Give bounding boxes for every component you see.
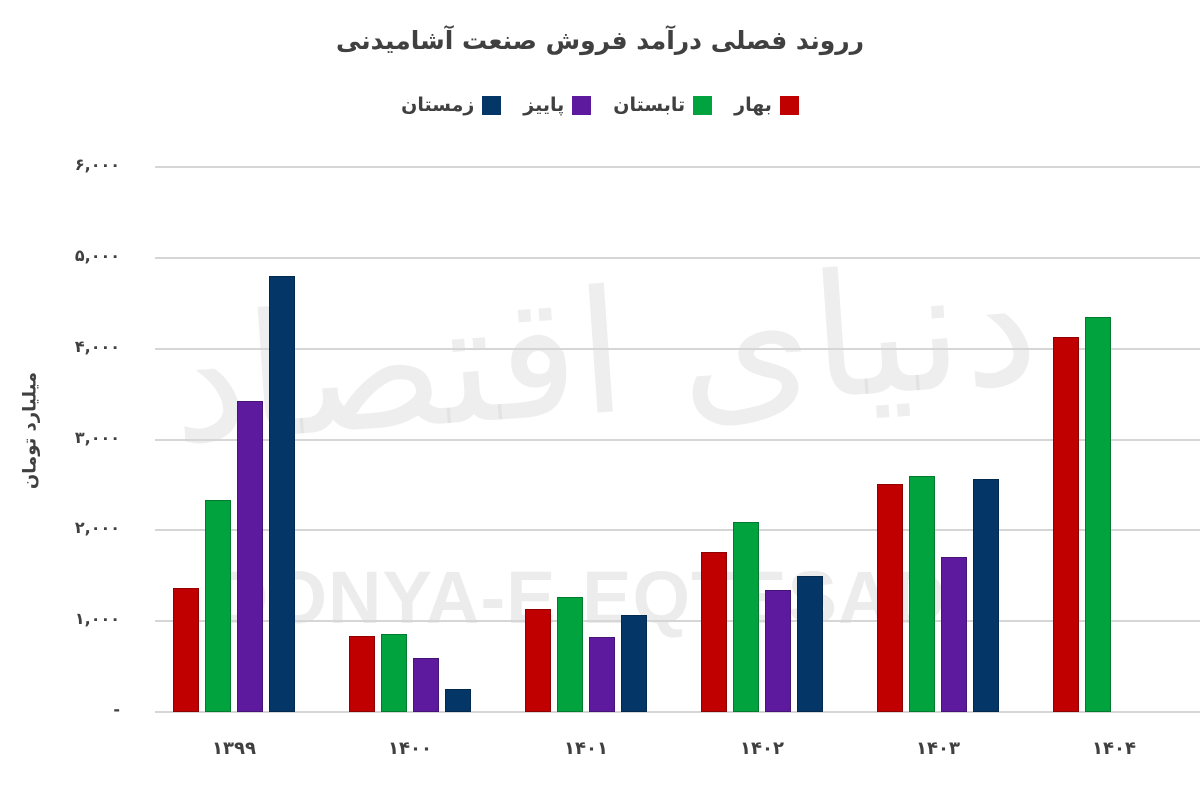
legend-swatch <box>779 95 799 115</box>
legend-item-spring: بهار <box>734 94 799 116</box>
watermark-persian: دنیای اقتصاد <box>164 224 1044 484</box>
legend-swatch <box>693 95 713 115</box>
y-tick-label: ۲,۰۰۰ <box>74 518 120 538</box>
legend-swatch <box>482 95 502 115</box>
legend-item-winter: زمستان <box>401 94 502 116</box>
y-tick-label: ۵,۰۰۰ <box>74 245 120 265</box>
x-tick-label: ۱۴۰۴ <box>1092 738 1136 759</box>
x-tick-label: ۱۴۰۳ <box>916 738 960 759</box>
gridline <box>155 711 1200 713</box>
bar <box>237 401 263 712</box>
legend-label: زمستان <box>401 94 475 116</box>
legend-swatch <box>572 95 592 115</box>
bar <box>733 522 759 712</box>
x-tick-label: ۱۴۰۱ <box>564 738 608 759</box>
x-tick-label: ۱۴۰۰ <box>388 738 432 759</box>
bar <box>621 615 647 712</box>
bar <box>973 479 999 712</box>
bar <box>701 552 727 712</box>
bar <box>877 484 903 712</box>
bar <box>1085 316 1111 712</box>
legend-item-summer: تابستان <box>613 94 713 116</box>
gridline <box>155 166 1200 168</box>
bar <box>557 597 583 712</box>
legend-label: پاییز <box>523 94 565 116</box>
gridline <box>155 438 1200 441</box>
bar <box>797 576 823 712</box>
legend: بهار تابستان پاییز زمستان <box>0 94 1200 116</box>
bar <box>173 588 199 712</box>
bar <box>765 590 791 712</box>
gridline <box>155 347 1200 350</box>
bar <box>413 657 439 712</box>
legend-label: بهار <box>734 94 772 116</box>
x-tick-label: ۱۳۹۹ <box>212 738 256 759</box>
chart-title: رروند فصلی درآمد فروش صنعت آشامیدنی <box>335 26 865 55</box>
y-tick-label: ۴,۰۰۰ <box>74 336 120 356</box>
bar <box>381 634 407 712</box>
bar <box>1053 336 1079 712</box>
y-tick-label: ۳,۰۰۰ <box>74 427 120 447</box>
y-axis-label: میلیارد تومان <box>19 371 41 490</box>
legend-label: تابستان <box>613 94 686 116</box>
bar <box>269 276 295 712</box>
bar <box>205 500 231 712</box>
y-tick-label: ۶,۰۰۰ <box>74 155 120 174</box>
bar <box>941 557 967 712</box>
bar <box>909 476 935 712</box>
bar <box>525 609 551 712</box>
gridline <box>155 529 1200 532</box>
gridline <box>155 256 1200 259</box>
gridline <box>155 620 1200 623</box>
bar <box>589 637 615 712</box>
x-tick-label: ۱۴۰۲ <box>740 738 784 759</box>
y-tick-label: ۱,۰۰۰ <box>74 609 120 629</box>
legend-item-autumn: پاییز <box>523 94 592 116</box>
bar <box>445 688 471 712</box>
y-tick-label: - <box>113 700 120 719</box>
bar <box>349 636 375 712</box>
